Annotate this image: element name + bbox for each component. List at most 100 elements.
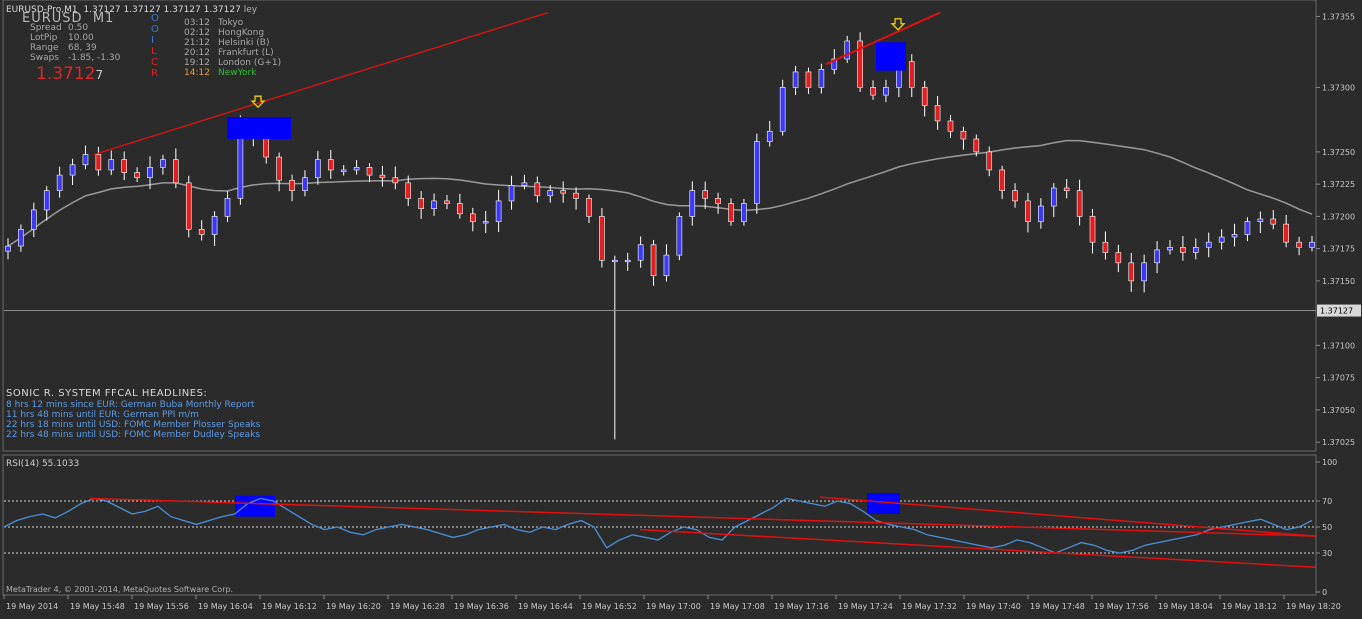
price-tick-label: 1.37100 xyxy=(1322,341,1355,350)
copyright-text: MetaTrader 4, © 2001-2014, MetaQuotes So… xyxy=(6,585,234,594)
symbol-big-text: EURUSD xyxy=(22,11,83,26)
time-tick-label: 19 May 15:48 xyxy=(70,602,125,611)
candle-body xyxy=(276,156,282,181)
info-value: -1.85, -1.30 xyxy=(68,53,121,63)
session-name: NewYork xyxy=(218,68,257,78)
candle-body xyxy=(986,151,993,171)
candle-body xyxy=(1167,247,1173,251)
candle-body xyxy=(1205,241,1212,248)
time-tick-label: 19 May 17:48 xyxy=(1030,602,1085,611)
candle-body xyxy=(1038,205,1044,222)
headline-item: 22 hrs 48 mins until USD: FOMC Member Du… xyxy=(6,430,261,440)
info-row: LotPip 10.00 xyxy=(30,33,120,43)
candle-body xyxy=(637,244,644,261)
candle-body xyxy=(405,182,412,199)
candle-body xyxy=(327,159,334,171)
price-tick-label: 1.37200 xyxy=(1322,212,1355,221)
candle-body xyxy=(263,136,270,158)
candle-body xyxy=(418,198,424,209)
candle-body xyxy=(934,105,941,122)
candle-body xyxy=(1076,190,1083,217)
down-arrow-right-icon xyxy=(890,18,906,31)
session-name: London (G+1) xyxy=(218,58,282,68)
ohlc-letter: I xyxy=(151,35,154,46)
headline-item: 11 hrs 48 mins until EUR: German PPI m/m xyxy=(6,410,199,420)
candle-body xyxy=(831,58,838,70)
candle-body xyxy=(612,259,618,263)
candle-body xyxy=(108,159,115,171)
session-row: 02:12 HongKong xyxy=(184,28,281,38)
session-time: 03:12 xyxy=(184,18,210,28)
trendline-right xyxy=(825,11,941,66)
candle-body xyxy=(521,182,528,186)
current-price-label: 1.37127 xyxy=(1320,307,1353,316)
candle-body xyxy=(1141,262,1147,282)
timeframe-big-text: M1 xyxy=(92,11,115,26)
time-tick-label: 19 May 17:24 xyxy=(838,602,893,611)
price-tick-label: 1.37050 xyxy=(1322,406,1355,415)
rsi-tick-label: 100 xyxy=(1322,458,1337,467)
candle-body xyxy=(689,190,696,217)
candle-body xyxy=(779,87,786,132)
candle-body xyxy=(599,216,605,261)
candle-body xyxy=(95,154,102,171)
time-tick-label: 19 May 15:56 xyxy=(134,602,189,611)
candle-body xyxy=(82,154,89,166)
rsi-tick-label: 0 xyxy=(1322,588,1327,597)
candle-body xyxy=(1283,223,1289,243)
candle-body xyxy=(547,190,554,197)
candle-body xyxy=(1244,221,1251,235)
candle-body xyxy=(315,159,321,178)
session-row: 14:12 NewYork xyxy=(184,68,281,78)
price-last-digit: 7 xyxy=(95,68,104,82)
price-tick-label: 1.37250 xyxy=(1322,148,1355,157)
candle-body xyxy=(1231,234,1238,238)
candle-body xyxy=(624,259,631,263)
candle-body xyxy=(818,69,825,88)
candle-body xyxy=(1180,247,1186,253)
candle-body xyxy=(1025,200,1031,222)
price-tick-label: 1.37150 xyxy=(1322,277,1355,286)
rsi-trendline-lower xyxy=(639,528,1317,569)
session-time: 20:12 xyxy=(184,48,210,58)
candle-body xyxy=(805,71,812,88)
price-tick-label: 1.37225 xyxy=(1322,180,1355,189)
candle-body xyxy=(534,182,541,197)
price-tick-label: 1.37175 xyxy=(1322,245,1355,254)
session-time: 02:12 xyxy=(184,28,210,38)
price-display: 1.37127 xyxy=(36,65,103,84)
candle-body xyxy=(844,40,851,60)
candle-body xyxy=(431,200,437,209)
candle-body xyxy=(56,174,63,191)
moving-average-line xyxy=(7,139,1313,247)
price-tick-label: 1.37355 xyxy=(1322,12,1355,21)
candle-body xyxy=(147,167,153,178)
symbol-label: EURUSD-Pro,M1 xyxy=(6,5,78,15)
time-tick-label: 19 May 16:28 xyxy=(390,602,445,611)
session-time: 21:12 xyxy=(184,38,210,48)
candle-body xyxy=(1115,252,1122,264)
candle-body xyxy=(353,167,360,171)
candle-body xyxy=(69,164,76,176)
candle-body xyxy=(1257,218,1264,222)
time-tick-label: 19 May 17:00 xyxy=(646,602,701,611)
time-tick-label: 19 May 18:20 xyxy=(1286,602,1341,611)
candle-body xyxy=(973,138,980,153)
price-main: 1.3712 xyxy=(36,64,96,84)
supply-zone-left xyxy=(227,117,291,139)
time-tick-label: 19 May 16:36 xyxy=(454,602,509,611)
info-row: Range 68, 39 xyxy=(30,43,120,53)
candle-body xyxy=(1309,241,1315,248)
info-value: 0.50 xyxy=(68,23,89,33)
supply-zone-right xyxy=(876,42,906,71)
ohlc-letter: L xyxy=(151,46,157,57)
candle-body xyxy=(741,203,747,222)
time-tick-label: 19 May 17:16 xyxy=(774,602,829,611)
session-row: 21:12 Helsinki (B) xyxy=(184,38,281,48)
candle-body xyxy=(1218,236,1225,243)
time-tick-label: 19 May 17:40 xyxy=(966,602,1021,611)
time-tick-label: 19 May 2014 xyxy=(6,602,58,611)
candle-body xyxy=(224,198,231,217)
